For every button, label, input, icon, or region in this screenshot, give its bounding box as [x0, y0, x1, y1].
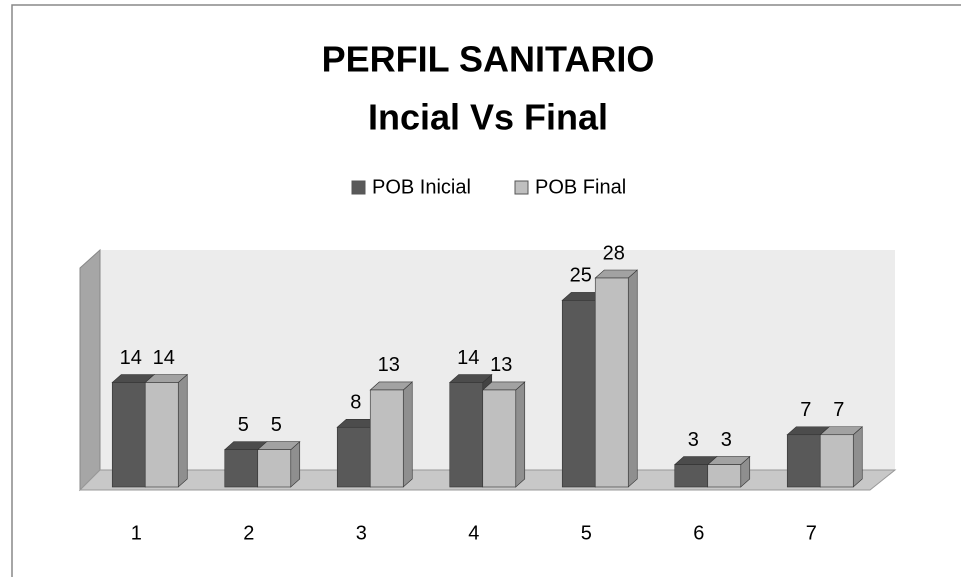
bar-side [177, 373, 188, 488]
bar [336, 426, 371, 488]
bar [449, 382, 484, 488]
bar [707, 464, 742, 488]
bar [369, 389, 404, 488]
bar [257, 449, 292, 488]
data-label: 14 [153, 347, 175, 369]
data-label: 25 [570, 265, 592, 287]
data-label: 7 [833, 399, 844, 421]
x-tick-label: 7 [806, 522, 817, 544]
chart-subtitle: Incial Vs Final [368, 97, 608, 138]
side-wall [79, 248, 101, 492]
bar-side [852, 426, 863, 488]
bar [144, 382, 179, 488]
data-label: 3 [688, 429, 699, 451]
x-tick-label: 4 [468, 522, 479, 544]
data-label: 5 [271, 414, 282, 436]
data-label: 28 [603, 242, 625, 264]
x-tick-label: 2 [243, 522, 254, 544]
bar-side [402, 381, 413, 488]
bar [819, 434, 854, 488]
bar [224, 449, 259, 488]
x-tick-label: 6 [693, 522, 704, 544]
x-tick-label: 1 [131, 522, 142, 544]
data-label: 3 [721, 429, 732, 451]
data-label: 8 [350, 392, 361, 414]
chart-title: PERFIL SANITARIO [322, 39, 655, 80]
data-label: 13 [378, 354, 400, 376]
back-wall [100, 250, 895, 470]
legend-swatch [351, 180, 366, 195]
legend-label: POB Final [535, 176, 626, 198]
bar [594, 277, 629, 488]
bar [674, 464, 709, 488]
data-label: 5 [238, 414, 249, 436]
bar [111, 382, 146, 488]
bar [561, 300, 596, 488]
legend-label: POB Inicial [372, 176, 471, 198]
data-label: 13 [490, 354, 512, 376]
bar [786, 434, 821, 488]
x-tick-label: 5 [581, 522, 592, 544]
legend-swatch [514, 180, 529, 195]
data-label: 14 [457, 347, 479, 369]
x-tick-label: 3 [356, 522, 367, 544]
data-label: 14 [120, 347, 142, 369]
bar-side [627, 269, 638, 488]
data-label: 7 [800, 399, 811, 421]
bar-side [515, 381, 526, 488]
bar [482, 389, 517, 488]
